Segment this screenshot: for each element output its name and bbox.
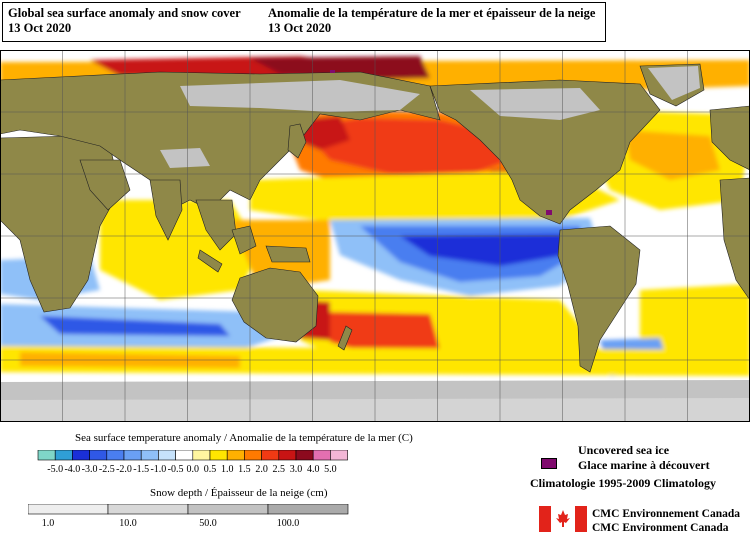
india <box>149 179 183 241</box>
title-english: Global sea surface anomaly and snow cove… <box>8 6 241 20</box>
date-french: 13 Oct 2020 <box>268 21 332 35</box>
anomaly-map[interactable] <box>0 50 750 422</box>
sst-color-swatch <box>312 450 331 461</box>
snow-color-swatch <box>267 504 349 515</box>
sst-color-swatch <box>295 450 314 461</box>
snow-tick-label: 10.0 <box>119 518 137 529</box>
sst-tick-label: 0.5 <box>204 464 217 475</box>
agency-line-2: CMC Environment Canada <box>592 522 729 534</box>
sst-color-swatch <box>226 450 245 461</box>
title-english-block: Global sea surface anomaly and snow cove… <box>8 6 241 36</box>
japan <box>287 123 307 159</box>
snow-color-swatch <box>187 504 269 515</box>
snow-tick-label: 100.0 <box>277 518 300 529</box>
sst-color-swatch <box>158 450 176 461</box>
sea-ice-label-french: Glace marine à découvert <box>578 458 710 472</box>
date-english: 13 Oct 2020 <box>8 21 72 35</box>
sst-legend-title: Sea surface temperature anomaly / Anomal… <box>75 432 413 444</box>
sst-color-swatch <box>54 450 73 461</box>
sst-color-swatch <box>209 450 228 461</box>
lat-lon-grid <box>0 50 750 422</box>
map-canvas[interactable] <box>0 50 750 422</box>
sst-color-swatch <box>244 450 262 461</box>
canada-flag-icon <box>539 506 587 532</box>
north-pacific-hot-core <box>300 118 505 178</box>
snow-color-swatch <box>107 504 189 515</box>
sst-color-swatch <box>175 450 194 461</box>
sst-tick-label: -3.0 <box>82 464 98 475</box>
sst-color-swatch <box>330 450 348 461</box>
sst-color-swatch <box>140 450 159 461</box>
sst-tick-label: 0.0 <box>187 464 200 475</box>
southern-ocean-blue-streak <box>40 316 230 336</box>
north-atlantic-orange <box>625 130 720 180</box>
southeast-asia <box>195 199 237 251</box>
sst-color-swatch <box>89 450 108 461</box>
europe-right-edge <box>709 105 750 171</box>
new-guinea <box>265 245 311 263</box>
sst-color-swatch <box>72 450 90 461</box>
legend-panel: Sea surface temperature anomaly / Anomal… <box>0 424 750 536</box>
sst-anomaly-field <box>0 56 750 376</box>
sst-color-swatch <box>278 450 297 461</box>
sst-tick-label: -1.0 <box>150 464 166 475</box>
sst-tick-label: 2.0 <box>255 464 268 475</box>
sea-ice-patch-2 <box>330 70 335 73</box>
sst-tick-label: -5.0 <box>47 464 63 475</box>
sea-ice-patch-1 <box>546 210 552 215</box>
sst-tick-label: -2.0 <box>116 464 132 475</box>
sst-color-swatch <box>261 450 280 461</box>
uncovered-sea-ice <box>330 70 552 215</box>
sst-tick-label: 5.0 <box>324 464 337 475</box>
sst-tick-label: -1.5 <box>133 464 149 475</box>
north-america <box>429 79 661 225</box>
sea-ice-swatch <box>541 458 557 469</box>
africa-right-edge <box>719 177 750 301</box>
climatology-label: Climatologie 1995-2009 Climatology <box>530 476 716 490</box>
snow-tick-label: 1.0 <box>42 518 55 529</box>
sst-color-swatch <box>123 450 142 461</box>
tibet-snow <box>160 148 210 168</box>
greenland-snow <box>648 66 700 100</box>
sst-tick-label: 1.0 <box>221 464 234 475</box>
south-america <box>557 225 641 373</box>
snow-color-bar: 1.0 10.0 50.0 100.0 <box>28 504 349 529</box>
snow-legend-title: Snow depth / Épaisseur de la neige (cm) <box>150 487 328 499</box>
la-nina-cold-core <box>400 234 570 266</box>
snow-tick-label: 50.0 <box>199 518 217 529</box>
title-french: Anomalie de la température de la mer et … <box>268 6 596 20</box>
sst-tick-label: -4.0 <box>64 464 80 475</box>
sea-ice-label-english: Uncovered sea ice <box>578 443 670 457</box>
sst-tick-label: 4.0 <box>307 464 320 475</box>
sst-color-swatch <box>37 450 56 461</box>
australia <box>231 267 319 343</box>
agency-line-1: CMC Environnement Canada <box>592 508 741 520</box>
title-french-block: Anomalie de la température de la mer et … <box>268 6 595 36</box>
sst-tick-label: 2.5 <box>273 464 286 475</box>
sst-tick-label: 1.5 <box>238 464 251 475</box>
arabia <box>79 159 131 211</box>
snow-color-swatch <box>28 504 109 515</box>
sst-tick-label: -0.5 <box>168 464 184 475</box>
map-title-box: Global sea surface anomaly and snow cove… <box>2 2 606 42</box>
sst-color-bar: -5.0 -4.0 -3.0 -2.5 -2.0 -1.5 -1.0 -0.5 0.0 0.5 1.… <box>37 450 348 475</box>
sst-color-swatch <box>106 450 125 461</box>
sst-tick-label: -2.5 <box>99 464 115 475</box>
sst-color-swatch <box>192 450 211 461</box>
new-zealand <box>337 325 353 351</box>
south-pacific-red <box>330 312 440 356</box>
siberia-snow <box>180 80 420 112</box>
sumatra <box>197 249 223 273</box>
sst-tick-label: 3.0 <box>290 464 303 475</box>
south-atlantic-warm <box>640 284 750 362</box>
